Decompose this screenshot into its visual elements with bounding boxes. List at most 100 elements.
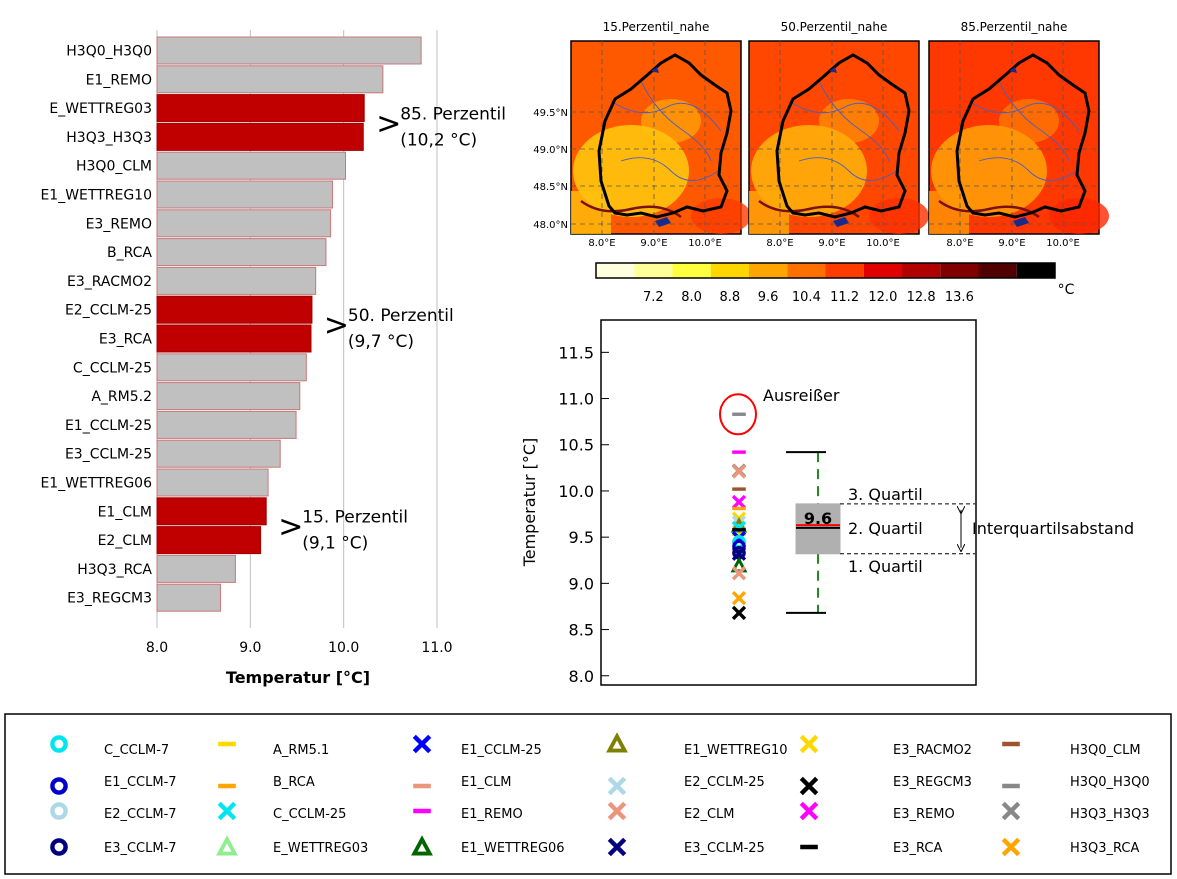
percentile-label: 85. Perzentil (400, 104, 506, 124)
legend-marker (216, 835, 238, 856)
bar (156, 468, 269, 497)
bar (156, 65, 384, 94)
legend-item: E3_CCLM-7 (50, 838, 177, 856)
legend-marker (607, 776, 627, 796)
box-y-tick-label: 9.0 (569, 574, 594, 593)
map-border (597, 53, 733, 219)
map-reservoir (829, 67, 837, 73)
legend-marker-shape (216, 835, 238, 856)
map-panels: 15.Perzentil_nahe 8.0°E 9.0°E 10.0°E 49.5°N 4… (533, 20, 1109, 249)
bar-category-label: E1_WETTREG10 (40, 188, 152, 204)
legend-item: E3_REMO (799, 801, 955, 822)
legend-marker (50, 802, 68, 820)
legend-label: B_RCA (273, 775, 315, 790)
legend-label: E3_REMO (893, 807, 955, 822)
legend-item: E1_WETTREG06 (411, 835, 565, 856)
bar-chart: H3Q0_H3Q0 E1_REMO E_WETTREG03 H3Q3_H3Q3 H3Q0… (40, 30, 506, 687)
legend-marker-shape (799, 734, 819, 754)
legend-marker-shape (50, 777, 68, 795)
legend-item: C_CCLM-25 (217, 801, 346, 822)
colorbar-tick-label: 8.8 (720, 290, 741, 305)
model-point (731, 494, 747, 510)
legend-label: E3_CCLM-7 (104, 841, 177, 856)
map-river (998, 80, 1070, 162)
colorbar-tick-label: 10.4 (792, 290, 821, 305)
legend-item: H3Q3_H3Q3 (1001, 801, 1150, 822)
percentile-arrow: > (278, 510, 303, 545)
percentile-annotations: >85. Perzentil(10,2 °C)>50. Perzentil(9,… (278, 104, 506, 553)
bar-category-label: E1_REMO (86, 72, 152, 88)
map-reservoir (1009, 67, 1017, 73)
legend-label: E3_RACMO2 (893, 743, 972, 758)
model-points (730, 412, 748, 621)
legend-item: E1_REMO (413, 807, 523, 822)
bar (156, 324, 312, 353)
box-y-tick-label: 9.5 (569, 528, 594, 547)
map-lat-label: 49.5°N (533, 108, 568, 119)
map-panel: 85.Perzentil_nahe 8.0°E 9.0°E 10.0°E (928, 20, 1109, 249)
percentile-label: 15. Perzentil (302, 508, 408, 528)
bar (156, 238, 327, 267)
colorbar-frame (595, 262, 1056, 279)
bar (156, 554, 236, 583)
legend-label: E1_REMO (461, 807, 523, 822)
legend-item: E2_CCLM-7 (50, 802, 177, 822)
legend-marker (50, 735, 68, 753)
legend-marker-shape (1001, 837, 1021, 857)
colorbar-segment (787, 263, 826, 278)
q2-label: 2. Quartil (848, 519, 923, 538)
legend-item: E1_CCLM-7 (50, 775, 177, 795)
model-point (731, 605, 747, 621)
box-y-tick-label: 11.5 (558, 343, 594, 362)
legend-marker-shape (799, 801, 819, 821)
colorbar-tick-label: 13.6 (945, 290, 974, 305)
bar (156, 266, 317, 295)
percentile-value: (9,7 °C) (348, 332, 414, 352)
legend-marker (606, 732, 628, 753)
bar (156, 526, 262, 555)
legend-label: E1_CLM (461, 775, 512, 790)
legend-item: E1_WETTREG10 (606, 732, 788, 758)
map-alpine-region (691, 198, 751, 234)
bar-category-label: H3Q0_H3Q0 (66, 44, 152, 60)
colorbar-unit: °C (1058, 282, 1075, 298)
legend-label: E1_CCLM-7 (104, 775, 177, 790)
legend-marker-shape (50, 802, 68, 820)
bar (156, 497, 267, 526)
bar-x-tick-label: 11.0 (421, 640, 452, 656)
legend-marker (1001, 837, 1021, 857)
legend-marker (411, 835, 433, 856)
colorbar: 7.2 8.0 8.8 9.6 10.4 11.2 12.0 12.8 13.6 °C (595, 262, 1075, 305)
bar-category-label: E_WETTREG03 (49, 101, 152, 117)
legend-item: E3_RCA (800, 841, 942, 856)
legend-item: E3_CCLM-25 (607, 837, 765, 857)
colorbar-tick-label: 8.0 (681, 290, 702, 305)
model-point-shape (731, 464, 747, 479)
bar-x-tick-label: 10.0 (328, 640, 359, 656)
bar-category-label: B_RCA (107, 245, 152, 261)
map-lake-shore (758, 199, 860, 219)
map-lake (1013, 217, 1029, 227)
legend-item: A_RM5.1 (218, 741, 329, 758)
box-median-label: 9.6 (804, 509, 832, 528)
map-lon-label: 9.0°E (640, 238, 667, 249)
legend-marker (217, 801, 237, 821)
legend-marker-shape (50, 838, 68, 856)
box-y-tick-label: 11.0 (558, 390, 594, 409)
percentile-label: 50. Perzentil (348, 306, 454, 326)
legend-label: E1_CCLM-25 (461, 743, 542, 758)
colorbar-segment (672, 263, 711, 278)
bar-category-label: E2_CLM (98, 533, 152, 549)
bar (156, 583, 221, 612)
map-river (640, 80, 712, 162)
legend-item: E2_CLM (607, 801, 735, 822)
legend-item: E_WETTREG03 (216, 835, 368, 856)
bar-category-label: A_RM5.2 (91, 389, 152, 405)
box-y-axis-label: Temperatur [°C] (520, 438, 539, 568)
box-plot: 8.0 8.5 9.0 9.5 10.0 10.5 11.0 11.5 Temperatur … (520, 319, 1134, 686)
colorbar-tick-label: 9.6 (758, 290, 779, 305)
colorbar-segment (1016, 263, 1055, 278)
legend-marker-shape (412, 734, 432, 754)
legend-label: H3Q3_RCA (1070, 841, 1140, 856)
